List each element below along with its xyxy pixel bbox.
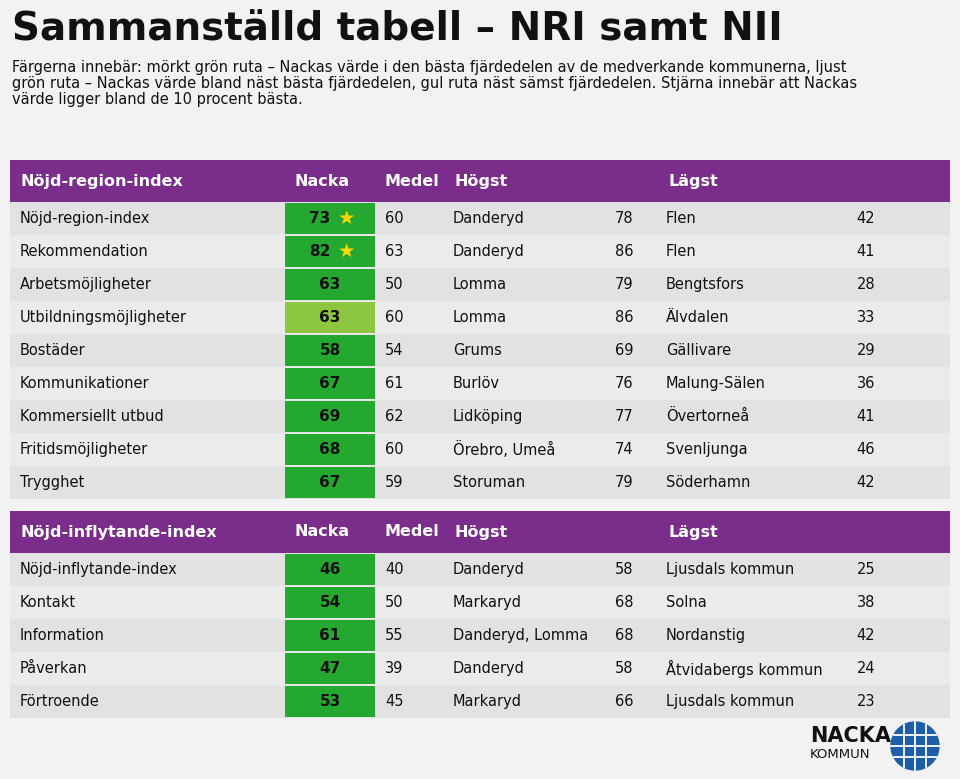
- Text: 28: 28: [856, 277, 875, 292]
- Text: 42: 42: [856, 628, 875, 643]
- Text: 50: 50: [385, 277, 403, 292]
- FancyBboxPatch shape: [285, 467, 375, 498]
- FancyBboxPatch shape: [285, 302, 375, 333]
- Text: 58: 58: [320, 343, 341, 358]
- FancyBboxPatch shape: [10, 235, 950, 268]
- Text: KOMMUN: KOMMUN: [810, 748, 871, 760]
- Text: grön ruta – Nackas värde bland näst bästa fjärdedelen, gul ruta näst sämst fjärd: grön ruta – Nackas värde bland näst bäst…: [12, 76, 857, 91]
- Text: Söderhamn: Söderhamn: [666, 475, 751, 490]
- Text: Medel: Medel: [385, 174, 440, 189]
- Text: 73: 73: [309, 211, 330, 226]
- Text: Utbildningsmöjligheter: Utbildningsmöjligheter: [20, 310, 187, 325]
- Text: Nöjd-region-index: Nöjd-region-index: [20, 211, 151, 226]
- Text: Åtvidabergs kommun: Åtvidabergs kommun: [666, 660, 823, 678]
- Text: 59: 59: [385, 475, 403, 490]
- Text: 39: 39: [385, 661, 403, 676]
- Text: 42: 42: [856, 211, 875, 226]
- Text: Burlöv: Burlöv: [453, 376, 500, 391]
- FancyBboxPatch shape: [10, 685, 950, 718]
- Text: Malung-Sälen: Malung-Sälen: [666, 376, 766, 391]
- FancyBboxPatch shape: [285, 554, 375, 585]
- Text: 63: 63: [320, 310, 341, 325]
- FancyBboxPatch shape: [285, 434, 375, 465]
- Text: 86: 86: [615, 244, 634, 259]
- Text: Nöjd-region-index: Nöjd-region-index: [20, 174, 182, 189]
- FancyBboxPatch shape: [10, 586, 950, 619]
- Text: Sammanställd tabell – NRI samt NII: Sammanställd tabell – NRI samt NII: [12, 10, 782, 48]
- Text: 55: 55: [385, 628, 403, 643]
- Text: Nacka: Nacka: [295, 524, 350, 540]
- Text: 69: 69: [320, 409, 341, 424]
- FancyBboxPatch shape: [10, 619, 950, 652]
- Text: Kommersiellt utbud: Kommersiellt utbud: [20, 409, 164, 424]
- Text: 54: 54: [320, 595, 341, 610]
- FancyBboxPatch shape: [10, 202, 950, 235]
- Text: Flen: Flen: [666, 244, 697, 259]
- Text: Danderyd: Danderyd: [453, 661, 525, 676]
- Text: Nöjd-inflytande-index: Nöjd-inflytande-index: [20, 562, 178, 577]
- Text: Ljusdals kommun: Ljusdals kommun: [666, 694, 794, 709]
- Text: Danderyd: Danderyd: [453, 244, 525, 259]
- Text: 41: 41: [856, 409, 875, 424]
- Text: NACKA: NACKA: [810, 726, 891, 746]
- Text: 53: 53: [320, 694, 341, 709]
- Text: 69: 69: [615, 343, 634, 358]
- Text: 62: 62: [385, 409, 403, 424]
- Text: 86: 86: [615, 310, 634, 325]
- Text: 68: 68: [320, 442, 341, 457]
- Text: Ljusdals kommun: Ljusdals kommun: [666, 562, 794, 577]
- Text: Nordanstig: Nordanstig: [666, 628, 746, 643]
- Text: 68: 68: [615, 595, 634, 610]
- FancyBboxPatch shape: [10, 466, 950, 499]
- FancyBboxPatch shape: [285, 686, 375, 717]
- Text: 29: 29: [856, 343, 875, 358]
- Text: Högst: Högst: [455, 524, 508, 540]
- FancyBboxPatch shape: [285, 587, 375, 618]
- Text: Bostäder: Bostäder: [20, 343, 85, 358]
- Text: 42: 42: [856, 475, 875, 490]
- Text: värde ligger bland de 10 procent bästa.: värde ligger bland de 10 procent bästa.: [12, 92, 302, 107]
- Text: Information: Information: [20, 628, 105, 643]
- Text: 61: 61: [320, 628, 341, 643]
- Text: 76: 76: [615, 376, 634, 391]
- Text: Flen: Flen: [666, 211, 697, 226]
- Text: Förtroende: Förtroende: [20, 694, 100, 709]
- FancyBboxPatch shape: [10, 334, 950, 367]
- Text: 78: 78: [615, 211, 634, 226]
- Text: Nacka: Nacka: [295, 174, 350, 189]
- Text: Svenljunga: Svenljunga: [666, 442, 748, 457]
- Text: Lomma: Lomma: [453, 310, 507, 325]
- Text: Arbetsmöjligheter: Arbetsmöjligheter: [20, 277, 152, 292]
- FancyBboxPatch shape: [10, 301, 950, 334]
- Text: 74: 74: [615, 442, 634, 457]
- Text: 45: 45: [385, 694, 403, 709]
- FancyBboxPatch shape: [285, 653, 375, 684]
- Text: 67: 67: [320, 475, 341, 490]
- Text: Gällivare: Gällivare: [666, 343, 732, 358]
- FancyBboxPatch shape: [285, 269, 375, 300]
- Text: 36: 36: [856, 376, 875, 391]
- Text: 60: 60: [385, 211, 403, 226]
- FancyBboxPatch shape: [285, 401, 375, 432]
- Text: Danderyd, Lomma: Danderyd, Lomma: [453, 628, 588, 643]
- FancyBboxPatch shape: [10, 160, 950, 202]
- Text: Lägst: Lägst: [668, 524, 718, 540]
- Text: Nöjd-inflytande-index: Nöjd-inflytande-index: [20, 524, 217, 540]
- FancyBboxPatch shape: [285, 368, 375, 399]
- Text: Markaryd: Markaryd: [453, 694, 522, 709]
- Text: 58: 58: [615, 562, 634, 577]
- Text: 46: 46: [320, 562, 341, 577]
- Text: 46: 46: [856, 442, 875, 457]
- Text: 61: 61: [385, 376, 403, 391]
- Text: Lidköping: Lidköping: [453, 409, 523, 424]
- Text: Lägst: Lägst: [668, 174, 718, 189]
- Text: Lomma: Lomma: [453, 277, 507, 292]
- Text: 82: 82: [309, 244, 330, 259]
- Text: Trygghet: Trygghet: [20, 475, 84, 490]
- Text: 77: 77: [615, 409, 634, 424]
- Text: 68: 68: [615, 628, 634, 643]
- Text: 50: 50: [385, 595, 403, 610]
- Text: 60: 60: [385, 310, 403, 325]
- Text: Bengtsfors: Bengtsfors: [666, 277, 745, 292]
